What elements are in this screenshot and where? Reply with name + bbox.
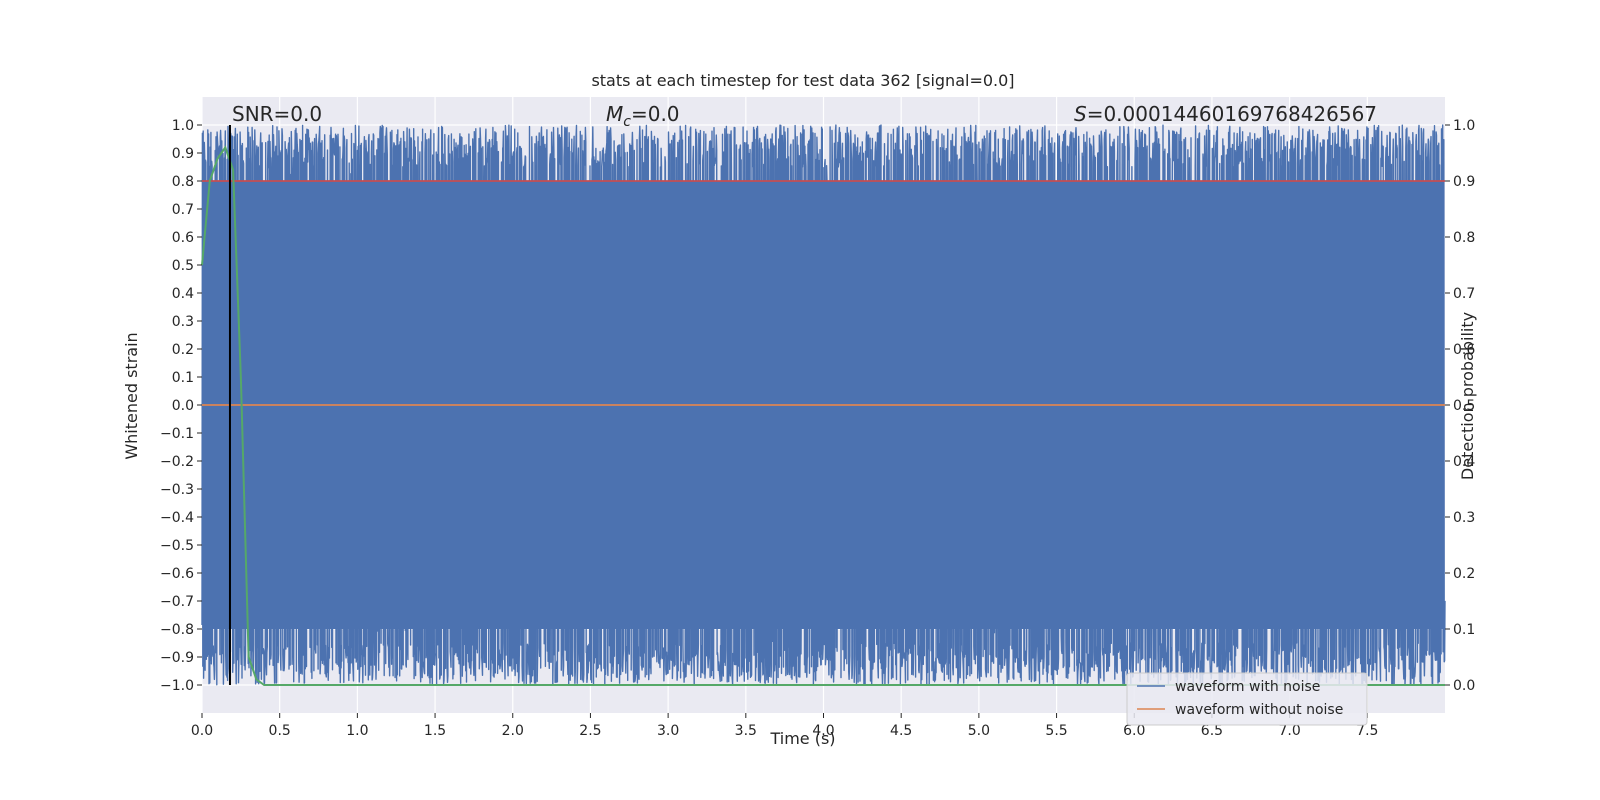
left-tick-label: 0.8: [172, 174, 194, 190]
x-axis-label: Time (s): [769, 729, 835, 748]
snr-annotation: SNR=0.0: [232, 102, 322, 126]
left-tick-label: −0.9: [160, 650, 194, 666]
legend: waveform with noise waveform without noi…: [1126, 672, 1368, 726]
overlay-series: [201, 125, 1445, 686]
s-symbol: S: [1074, 102, 1087, 126]
left-tick-label: 0.1: [172, 370, 194, 386]
x-tick-label: 2.5: [579, 723, 601, 739]
x-tick-label: 7.0: [1278, 723, 1300, 739]
x-tick-label: 6.5: [1201, 723, 1223, 739]
x-tick-label: 1.0: [346, 723, 368, 739]
left-tick-label: 0.6: [172, 230, 194, 246]
x-tick-label: 4.0: [812, 723, 834, 739]
x-tick-label: 5.0: [968, 723, 990, 739]
right-tick-label: 0.9: [1453, 174, 1475, 190]
right-tick-label: 0.4: [1453, 454, 1475, 470]
left-tick-label: 0.0: [172, 398, 194, 414]
x-tick-label: 2.0: [502, 723, 524, 739]
left-tick-label: −0.2: [160, 454, 194, 470]
x-tick-label: 3.5: [735, 723, 757, 739]
chirp-mass-symbol: M: [606, 102, 623, 126]
right-tick-label: 0.7: [1453, 286, 1475, 302]
chirp-mass-value: =0.0: [631, 102, 680, 126]
right-tick-label: 0.1: [1453, 622, 1475, 638]
x-tick-label: 1.5: [424, 723, 446, 739]
right-tick-label: 1.0: [1453, 118, 1475, 134]
right-tick-label: 0.3: [1453, 510, 1475, 526]
x-tick-label: 7.5: [1356, 723, 1378, 739]
left-tick-label: 0.9: [172, 146, 194, 162]
left-axis-ticks: 1.0 0.9 0.8 0.7 0.6 0.5 0.4 0.3 0.2 0.1 0.0 −0.1 −0.…: [160, 118, 202, 694]
left-tick-label: 0.2: [172, 342, 194, 358]
chart-title: stats at each timestep for test data 362…: [591, 71, 1014, 90]
detection-probability-line: [201, 145, 1445, 686]
right-tick-label: 0.6: [1453, 342, 1475, 358]
chirp-mass-subscript: c: [623, 114, 631, 130]
x-tick-label: 4.5: [890, 723, 912, 739]
left-tick-label: −0.3: [160, 482, 194, 498]
left-tick-label: 0.5: [172, 258, 194, 274]
left-tick-label: −1.0: [160, 678, 194, 694]
s-annotation: S=0.00014460169768426567: [1074, 102, 1377, 126]
legend-entry-noise: waveform with noise: [1175, 679, 1320, 695]
left-tick-label: −0.1: [160, 426, 194, 442]
left-tick-label: 0.4: [172, 286, 194, 302]
x-tick-label: 0.0: [191, 723, 213, 739]
chirp-mass-annotation: Mc=0.0: [606, 102, 680, 130]
x-tick-label: 3.0: [657, 723, 679, 739]
left-tick-label: −0.4: [160, 510, 194, 526]
legend-box: [1126, 672, 1368, 726]
legend-entry-clean: waveform without noise: [1175, 702, 1343, 718]
s-value: =0.00014460169768426567: [1087, 102, 1377, 126]
left-tick-label: −0.6: [160, 566, 194, 582]
left-tick-label: −0.8: [160, 622, 194, 638]
right-tick-label: 0.8: [1453, 230, 1475, 246]
left-tick-label: 1.0: [172, 118, 194, 134]
left-tick-label: −0.5: [160, 538, 194, 554]
x-tick-label: 6.0: [1123, 723, 1145, 739]
right-tick-label: 0.2: [1453, 566, 1475, 582]
x-tick-label: 0.5: [269, 723, 291, 739]
right-tick-label: 0.0: [1453, 678, 1475, 694]
left-tick-label: −0.7: [160, 594, 194, 610]
left-tick-label: 0.3: [172, 314, 194, 330]
y-axis-label-right: Detection probability: [1458, 312, 1477, 480]
right-axis-ticks: 1.0 0.9 0.8 0.7 0.6 0.5 0.4 0.3 0.2 0.1 0.0: [1445, 118, 1475, 694]
x-tick-label: 5.5: [1045, 723, 1067, 739]
right-tick-label: 0.5: [1453, 398, 1475, 414]
left-tick-label: 0.7: [172, 202, 194, 218]
y-axis-label-left: Whitened strain: [122, 332, 141, 459]
